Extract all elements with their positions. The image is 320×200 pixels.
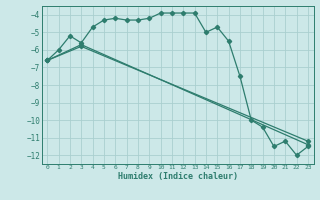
X-axis label: Humidex (Indice chaleur): Humidex (Indice chaleur) — [118, 172, 237, 181]
